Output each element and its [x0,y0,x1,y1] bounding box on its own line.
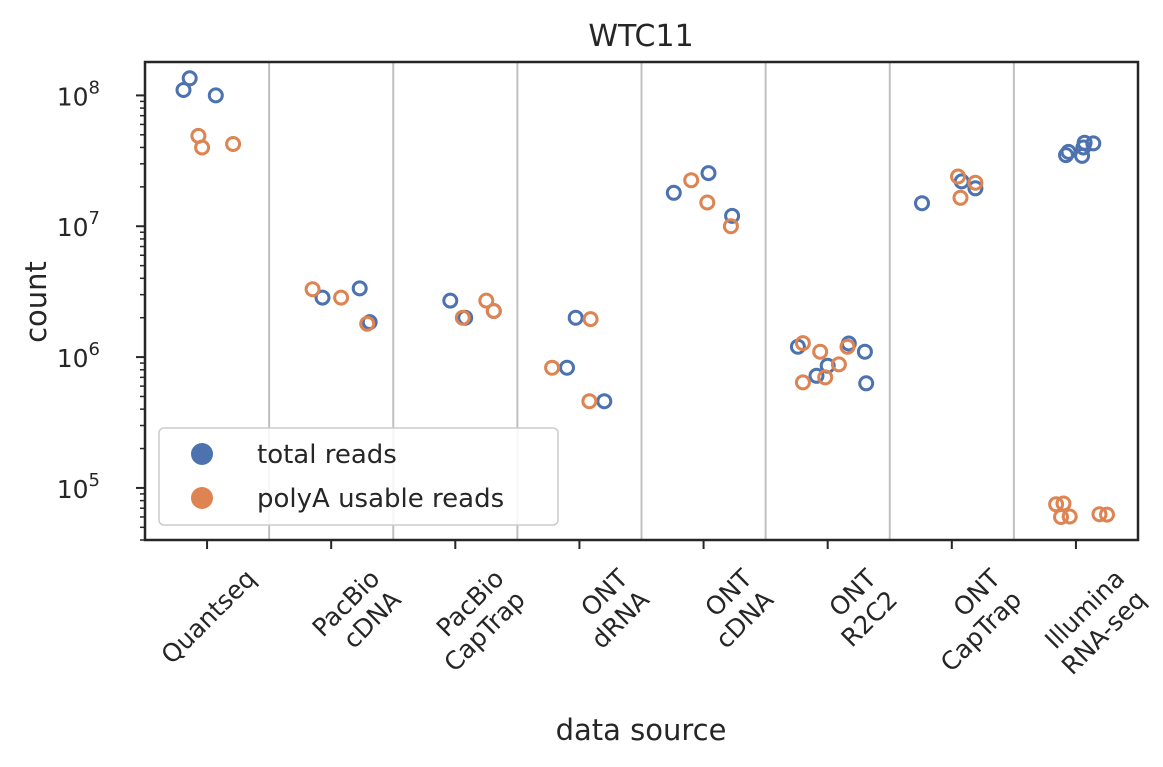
x-tick-label: ONTR2C2 [814,563,903,652]
point-polya-usable-reads [359,315,376,332]
x-axis-label: data source [556,713,727,747]
point-total-reads [914,195,930,212]
x-tick-label: Quantseq [155,564,261,670]
point-polya-usable-reads [304,281,321,298]
legend-label-total-reads: total reads [257,440,397,470]
point-total-reads [1060,143,1077,160]
point-polya-usable-reads [683,172,700,189]
point-polya-usable-reads [812,343,829,360]
point-polya-usable-reads [1091,506,1108,523]
legend: total reads polyA usable reads [158,427,559,526]
point-polya-usable-reads [722,218,739,235]
point-total-reads [181,70,198,87]
point-polya-usable-reads [225,136,242,152]
point-polya-usable-reads [581,393,598,410]
x-tick-label: PacBiocDNA [307,564,407,664]
point-total-reads [856,343,873,360]
point-total-reads [207,87,224,104]
legend-box [158,427,559,526]
point-total-reads [1076,134,1093,151]
y-tick-label: 105 [57,470,100,504]
point-total-reads [175,82,192,98]
point-total-reads [351,280,368,297]
legend-marker-polya-usable-reads [191,487,213,509]
data-markers [175,70,1115,525]
point-total-reads [700,165,717,182]
x-tick-label: ONTdRNA [564,563,655,654]
point-polya-usable-reads [1099,506,1115,523]
x-tick-label: PacBioCapTrap [417,564,531,678]
point-total-reads [596,393,613,410]
point-polya-usable-reads [544,359,561,376]
point-polya-usable-reads [950,168,966,185]
point-polya-usable-reads [194,139,211,156]
point-polya-usable-reads [967,174,984,191]
y-axis: 105 106 107 108 [57,77,145,541]
chart-title: WTC11 [588,19,693,54]
point-polya-usable-reads [454,309,471,326]
point-total-reads [858,375,875,392]
point-polya-usable-reads [333,289,350,306]
x-tick-label: IlluminaRNA-seq [1035,564,1152,681]
point-total-reads [314,289,331,306]
point-polya-usable-reads [817,369,834,386]
point-total-reads [665,184,682,201]
y-tick-label: 107 [57,208,100,242]
point-total-reads [442,292,459,309]
point-polya-usable-reads [1061,508,1078,525]
point-total-reads [567,309,584,326]
point-polya-usable-reads [952,189,969,206]
point-total-reads [1085,135,1102,152]
y-axis-label: count [19,261,53,343]
y-tick-label: 106 [57,339,100,373]
y-tick-label: 108 [57,77,100,111]
point-total-reads [808,367,825,384]
point-polya-usable-reads [839,338,856,355]
point-polya-usable-reads [1055,495,1072,512]
x-tick-label: ONTcDNA [689,563,780,654]
point-polya-usable-reads [794,374,811,391]
legend-label-polya-usable-reads: polyA usable reads [257,484,504,514]
point-polya-usable-reads [794,335,811,352]
point-polya-usable-reads [478,292,495,309]
point-total-reads [559,359,575,376]
point-total-reads [967,180,984,197]
x-axis: Quantseq PacBiocDNA PacBioCapTrap ONTdRNA ON… [155,540,1151,680]
point-polya-usable-reads [485,303,502,319]
plot-frame [143,60,1140,542]
point-polya-usable-reads [582,311,599,328]
category-separators [268,62,1015,540]
point-polya-usable-reads [830,356,847,373]
x-tick-label: ONTCapTrap [914,563,1028,677]
point-polya-usable-reads [699,194,716,211]
point-total-reads [724,207,741,224]
legend-marker-total-reads [191,443,213,465]
